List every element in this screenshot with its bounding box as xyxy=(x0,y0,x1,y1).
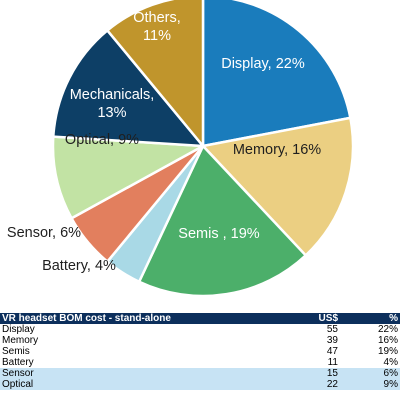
component-name: Memory xyxy=(2,335,39,346)
component-share: 16% xyxy=(377,335,398,346)
component-name: Sensor xyxy=(0,368,250,379)
pie-slice-others xyxy=(106,0,205,148)
component-share: 4% xyxy=(383,357,398,368)
percent-column-header: % xyxy=(340,313,400,324)
slice-label-others: Others, 11% xyxy=(133,10,181,44)
pie-slice-memory xyxy=(201,116,355,257)
table-row: Sensor 15 6% xyxy=(0,368,400,379)
slice-label-optical: Optical, 9% xyxy=(65,132,139,148)
component-cost-usd: 22 xyxy=(250,379,340,390)
table-header-row: VR headset BOM cost - stand-alone US$ % xyxy=(0,313,400,324)
slice-label-battery: Battery, 4% xyxy=(42,258,116,274)
component-name: Optical xyxy=(0,379,250,390)
component-share: 9% xyxy=(340,379,400,390)
slice-label-memory: Memory, 16% xyxy=(233,142,321,158)
pie-slices xyxy=(51,0,355,298)
component-cost-usd: 15 xyxy=(250,368,340,379)
pie-chart: Display, 22% Memory, 16% Semis , 19% Batter… xyxy=(7,0,355,298)
table-title: VR headset BOM cost - stand-alone xyxy=(0,313,250,324)
table-row: Semis 47 19% xyxy=(0,346,400,357)
component-cost-usd: 39 xyxy=(326,335,338,346)
table-row: Memory 39 16% xyxy=(0,335,400,346)
pie-slice-mechanicals xyxy=(52,29,205,148)
slice-label-mechanicals: Mechanicals, 13% xyxy=(70,87,155,121)
pie-slice-semis xyxy=(137,144,307,298)
component-share: 22% xyxy=(377,324,398,335)
pie-labels: Display, 22% Memory, 16% Semis , 19% Batter… xyxy=(7,10,321,274)
component-name: Battery xyxy=(2,357,34,368)
bom-cost-table: VR headset BOM cost - stand-alone US$ % … xyxy=(0,313,400,390)
component-share: 6% xyxy=(340,368,400,379)
pie-slice-optical xyxy=(51,135,205,220)
table-row: Optical 22 9% xyxy=(0,379,400,390)
component-cost-usd: 11 xyxy=(327,357,338,368)
slice-label-semis: Semis , 19% xyxy=(178,226,259,242)
component-name: Display xyxy=(2,324,35,335)
slice-label-display: Display, 22% xyxy=(221,56,305,72)
pie-slice-display xyxy=(201,0,352,148)
table-row: Battery 11 4% xyxy=(0,357,400,368)
component-name: Semis xyxy=(2,346,30,357)
component-cost-usd: 55 xyxy=(326,324,338,335)
table-row: Display 55 22% xyxy=(0,324,400,335)
slice-label-sensor: Sensor, 6% xyxy=(7,225,81,241)
usd-column-header: US$ xyxy=(250,313,340,324)
component-share: 19% xyxy=(377,346,398,357)
component-cost-usd: 47 xyxy=(326,346,338,357)
